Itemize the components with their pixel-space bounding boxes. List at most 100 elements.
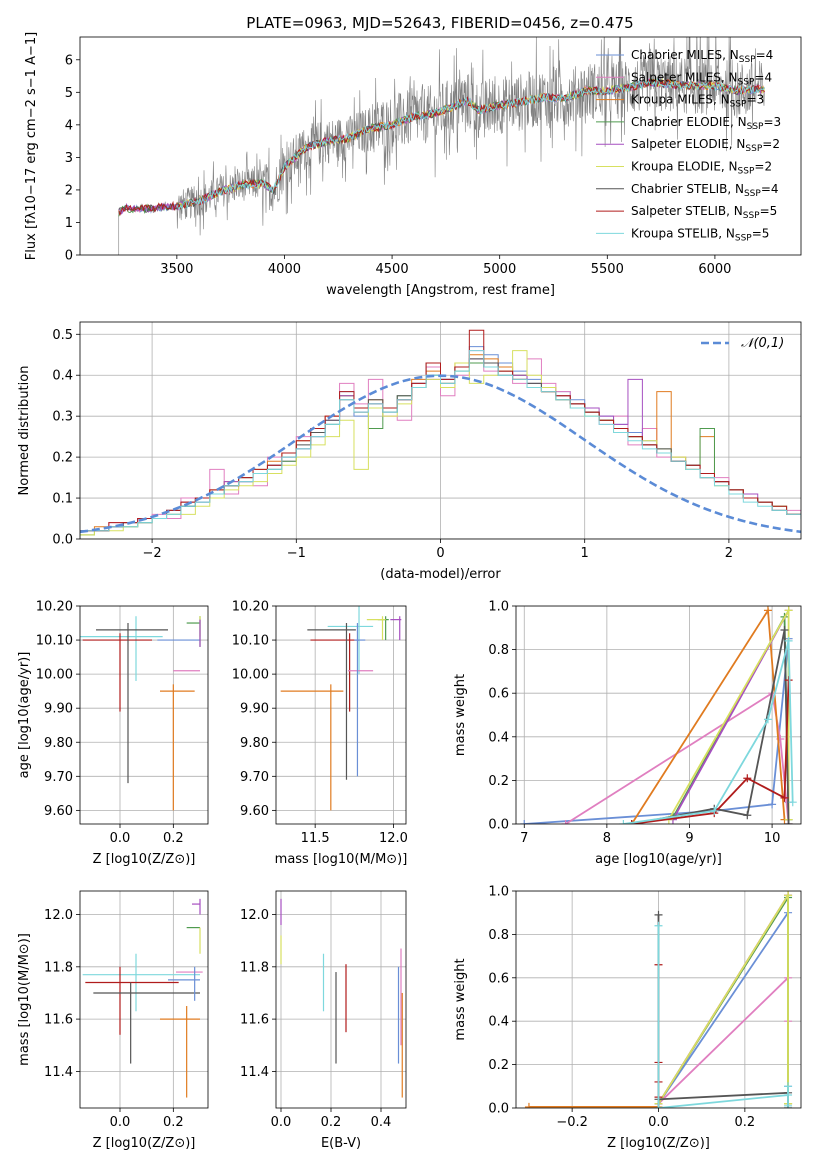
gaussian-curve	[80, 374, 801, 534]
legend-label-suffix: =2	[754, 160, 772, 174]
weight-marker	[784, 1101, 793, 1108]
y-tick-label: 0	[65, 249, 73, 264]
legend-label: Salpeter ELODIE, NSSP=2	[631, 137, 780, 154]
y-tick-label: 0.6	[488, 687, 509, 702]
legend-label: Chabrier MILES, NSSP=4	[631, 48, 773, 65]
x-tick-label: 3500	[160, 262, 193, 277]
weight-marker	[784, 820, 793, 824]
weight-marker	[743, 811, 752, 820]
y-tick-label: 11.8	[240, 960, 269, 975]
weight-marker	[780, 625, 789, 634]
y-tick-label: 1.0	[488, 600, 509, 615]
y-tick-label: 9.60	[240, 804, 269, 819]
legend-label-sub: SSP	[747, 122, 764, 132]
y-axis-label: mass weight	[453, 958, 468, 1040]
legend-label-suffix: =4	[756, 48, 774, 62]
weight-marker	[524, 1102, 533, 1108]
y-tick-label: 0.0	[488, 818, 509, 833]
weight-marker	[768, 800, 777, 809]
x-tick-label: 11.5	[301, 831, 330, 846]
data-spectrum-line	[118, 37, 765, 255]
y-tick-label: 0.4	[52, 369, 73, 384]
y-tick-label: 12.0	[240, 908, 269, 923]
x-axis-label: age [log10(age/yr)]	[595, 852, 722, 867]
y-tick-label: 1	[65, 216, 73, 231]
x-axis-label: Z [log10(Z/Z⊙)]	[93, 852, 196, 867]
y-axis-label: mass [log10(M/M⊙)]	[17, 933, 32, 1066]
plot-area	[276, 606, 406, 824]
legend-label-suffix: =3	[763, 115, 781, 129]
weight-marker	[780, 793, 789, 802]
x-tick-label: 0.2	[163, 1115, 184, 1130]
weight-marker	[619, 820, 628, 824]
y-tick-label: 9.90	[240, 702, 269, 717]
plot-area	[80, 891, 208, 1108]
x-tick-label: 0.0	[110, 831, 131, 846]
legend-label: Salpeter STELIB, NSSP=5	[631, 204, 777, 221]
y-tick-label: 1.0	[488, 885, 509, 900]
panel-mass_vs_Z: 0.0 0.2 11.4 11.6 11.8 12.0 Z [log10(Z/Z⊙)] mas…	[17, 890, 209, 1151]
weight-marker	[763, 715, 772, 724]
legend-label: 𝒩(0,1)	[741, 336, 784, 351]
x-tick-label: 4000	[268, 262, 301, 277]
plot-area	[80, 606, 208, 824]
weight-line-chabrier_stelib	[657, 914, 789, 1108]
axes-frame	[79, 605, 209, 825]
figure-title: PLATE=0963, MJD=52643, FIBERID=0456, z=0…	[246, 14, 633, 32]
y-tick-label: 9.90	[44, 702, 73, 717]
x-tick-label: 0.2	[321, 1115, 342, 1130]
panel-age_vs_Z: 0.0 0.2 9.60 9.70 9.80 9.90 10.00 10.10 10.20 Z […	[17, 600, 209, 867]
y-tick-label: 9.80	[240, 736, 269, 751]
y-tick-label: 11.6	[44, 1013, 73, 1028]
y-tick-label: 0.5	[52, 328, 73, 343]
y-tick-label: 0.8	[488, 643, 509, 658]
plot-area	[516, 606, 801, 824]
legend-label: Kroupa STELIB, NSSP=5	[631, 226, 769, 243]
x-axis-label: (data-model)/error	[380, 567, 501, 582]
y-tick-label: 10.10	[36, 634, 73, 649]
legend-label: Chabrier STELIB, NSSP=4	[631, 182, 779, 199]
y-tick-label: 12.0	[44, 908, 73, 923]
x-axis-label: wavelength [Angstrom, rest frame]	[326, 283, 555, 298]
y-tick-label: 0.2	[488, 1058, 509, 1073]
weight-marker	[627, 820, 636, 824]
x-tick-label: 12.0	[379, 831, 408, 846]
legend-label: Kroupa ELODIE, NSSP=2	[631, 160, 772, 177]
weight-marker	[654, 921, 663, 930]
x-tick-label: 1	[581, 546, 589, 561]
legend-label: Chabrier ELODIE, NSSP=3	[631, 115, 781, 132]
x-axis-label: mass [log10(M/M⊙)]	[275, 852, 408, 867]
x-tick-label: 0.0	[271, 1115, 292, 1130]
weight-marker	[784, 636, 793, 645]
weight-marker	[788, 798, 797, 807]
weight-line-chabrier_stelib	[631, 629, 790, 824]
x-axis-label: E(B-V)	[321, 1136, 361, 1151]
y-tick-label: 0.4	[488, 1015, 509, 1030]
y-tick-label: 9.70	[240, 770, 269, 785]
x-tick-label: −0.2	[556, 1115, 588, 1130]
y-axis-label: Normed distribution	[17, 366, 32, 496]
x-tick-label: 2	[725, 546, 733, 561]
axes-frame	[79, 321, 802, 540]
y-axis-label: mass weight	[453, 674, 468, 756]
weight-marker	[654, 910, 663, 919]
weight-line-kroupa_elodie	[657, 892, 789, 1105]
y-tick-label: 11.4	[240, 1065, 269, 1080]
legend-label-sub: SSP	[735, 233, 752, 243]
axes-frame	[79, 36, 802, 256]
x-tick-label: 10	[764, 831, 781, 846]
weight-marker	[520, 820, 529, 824]
hist-salpeter_stelib	[80, 329, 801, 539]
y-tick-label: 10.00	[36, 668, 73, 683]
hist-chabrier_stelib	[80, 358, 801, 539]
y-tick-label: 0.3	[52, 410, 73, 425]
y-tick-label: 0.8	[488, 928, 509, 943]
legend-label-suffix: =2	[762, 137, 780, 151]
y-tick-label: 11.8	[44, 960, 73, 975]
plot-area	[80, 322, 801, 539]
x-tick-label: 4500	[376, 262, 409, 277]
y-tick-label: 9.60	[44, 804, 73, 819]
weight-marker	[561, 820, 570, 824]
y-tick-label: 11.4	[44, 1065, 73, 1080]
x-tick-label: 5000	[483, 262, 516, 277]
